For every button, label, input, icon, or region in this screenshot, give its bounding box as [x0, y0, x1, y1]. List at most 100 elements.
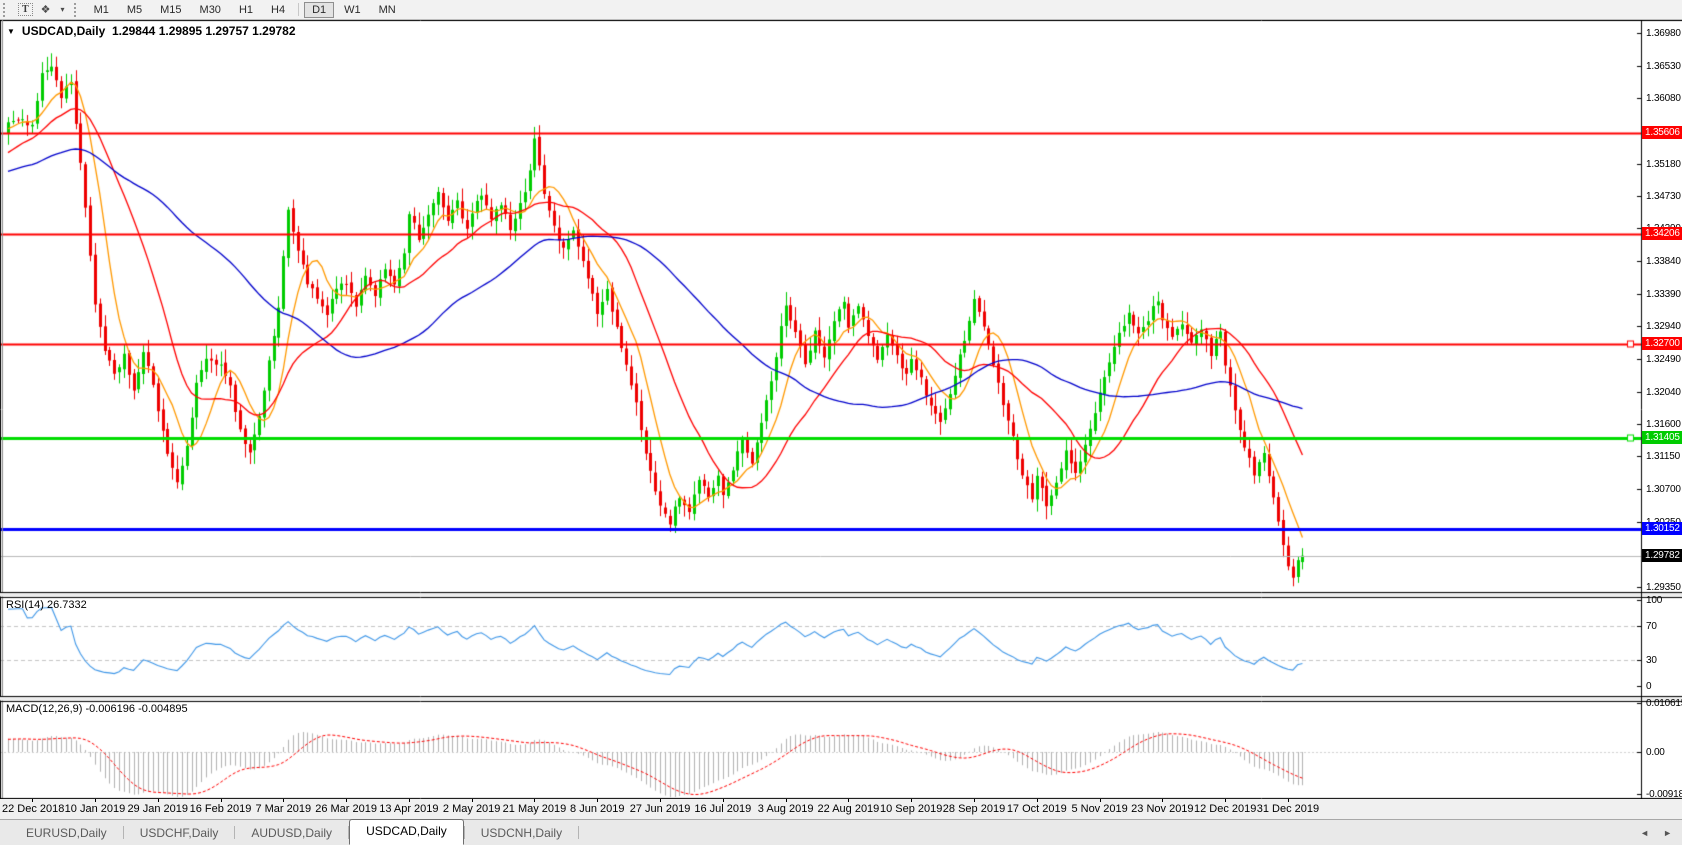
chart-symbol-label: USDCAD,Daily — [21, 24, 106, 38]
date-label: 17 Oct 2019 — [1006, 803, 1067, 815]
current-price-label[interactable]: 1.29782 — [1642, 548, 1682, 562]
price-chart-canvas[interactable] — [0, 20, 1682, 799]
timeframe-button-m30[interactable]: M30 — [192, 2, 229, 18]
date-axis-tick-mark — [1288, 799, 1289, 802]
price-axis-tick-label: 1.35180 — [1646, 158, 1681, 170]
toolbar-grip — [73, 2, 80, 17]
chart-low-value: 1.29757 — [205, 24, 249, 38]
date-label: 16 Jul 2019 — [694, 803, 752, 815]
timeframe-button-group: M1 M5 M15 M30 H1 H4 D1 W1 MN — [85, 1, 405, 18]
date-axis-tick-mark — [974, 799, 975, 802]
chart-quick-nav-icon[interactable]: ▼ — [7, 26, 15, 36]
date-axis-tick-mark — [660, 799, 661, 802]
chart-tab-bar: EURUSD,Daily USDCHF,Daily AUDUSD,Daily USDC… — [0, 819, 1682, 845]
rsi-axis-label: 30 — [1646, 655, 1657, 667]
timeframe-button-mn[interactable]: MN — [371, 2, 404, 18]
toolbar-separator — [298, 3, 300, 16]
date-label: 12 Dec 2019 — [1193, 803, 1257, 815]
timeframe-button-m15[interactable]: M15 — [152, 2, 189, 18]
styles-icon: ❖ — [40, 4, 51, 16]
chart-tab-usdcad[interactable]: USDCAD,Daily — [349, 819, 464, 845]
date-label: 8 Jun 2019 — [570, 803, 625, 815]
rsi-axis-label: 70 — [1646, 620, 1657, 632]
hline-price-label[interactable]: 1.30152 — [1642, 521, 1682, 535]
date-axis-tick-mark — [472, 799, 473, 802]
date-label: 21 May 2019 — [502, 803, 567, 815]
date-axis-tick-mark — [848, 799, 849, 802]
top-toolbar: T ❖ ▾ M1 M5 M15 M30 H1 H4 D1 W1 MN — [0, 0, 1682, 20]
tab-separator — [578, 826, 580, 839]
date-label: 27 Jun 2019 — [629, 803, 691, 815]
price-axis-tick-label: 1.32490 — [1646, 354, 1681, 366]
date-label: 2 May 2019 — [442, 803, 501, 815]
date-axis-tick-mark — [723, 799, 724, 802]
date-label: 10 Jan 2019 — [64, 803, 126, 815]
chart-tab-eurusd[interactable]: EURUSD,Daily — [26, 826, 107, 840]
date-label: 22 Aug 2019 — [817, 803, 880, 815]
timeframe-button-h4[interactable]: H4 — [263, 2, 293, 18]
rsi-indicator-label: RSI(14) 26.7332 — [6, 599, 87, 611]
toolbar-grip — [3, 2, 9, 17]
chart-close-value: 1.29782 — [252, 24, 296, 38]
macd-axis-label: -0.009183 — [1646, 789, 1682, 801]
price-axis-tick-label: 1.32040 — [1646, 386, 1681, 398]
date-label: 10 Sep 2019 — [880, 803, 943, 815]
chart-title: ▼ USDCAD,Daily 1.29844 1.29895 1.29757 1.… — [7, 24, 296, 38]
chart-open-value: 1.29844 — [111, 24, 156, 38]
timeframe-button-m5[interactable]: M5 — [119, 2, 150, 18]
chart-high-value: 1.29895 — [158, 24, 203, 38]
date-axis-tick-mark — [283, 799, 284, 802]
price-axis-tick-label: 1.32940 — [1646, 321, 1681, 333]
date-label: 26 Mar 2019 — [315, 803, 377, 815]
date-axis-tick-mark — [95, 799, 96, 802]
price-axis-tick-label: 1.36080 — [1646, 93, 1681, 105]
chart-tab-audusd[interactable]: AUDUSD,Daily — [251, 826, 333, 840]
price-axis-tick-label: 1.34730 — [1646, 191, 1681, 203]
macd-axis-label: 0.010615 — [1646, 698, 1682, 709]
timeframe-button-d1[interactable]: D1 — [304, 1, 335, 18]
timeframe-button-h1[interactable]: H1 — [231, 2, 261, 18]
date-label: 31 Dec 2019 — [1256, 803, 1320, 815]
tab-separator — [463, 826, 465, 839]
macd-indicator-label: MACD(12,26,9) -0.006196 -0.004895 — [6, 703, 188, 715]
text-tool-icon: T — [18, 3, 33, 16]
chart-tab-usdcnh[interactable]: USDCNH,Daily — [480, 826, 563, 840]
date-axis-tick-mark — [158, 799, 159, 802]
date-axis-tick-mark — [1162, 799, 1163, 802]
styles-dropdown-button[interactable]: ▾ — [55, 1, 71, 18]
date-label: 5 Nov 2019 — [1071, 803, 1128, 815]
price-axis-tick-label: 1.36980 — [1646, 28, 1681, 39]
date-axis-tick-mark — [1037, 799, 1038, 802]
timeframe-button-w1[interactable]: W1 — [336, 2, 369, 18]
chart-tab-usdchf[interactable]: USDCHF,Daily — [139, 826, 219, 840]
date-label: 3 Aug 2019 — [757, 803, 814, 815]
date-axis-tick-mark — [32, 799, 33, 802]
text-tool-button[interactable]: T — [14, 1, 37, 18]
tab-scroll-left-icon[interactable]: ◄ — [1640, 828, 1650, 838]
macd-axis-label: 0.00 — [1646, 747, 1665, 758]
timeframe-button-m1[interactable]: M1 — [86, 2, 117, 18]
price-axis-tick-label: 1.33390 — [1646, 288, 1681, 300]
hline-price-label[interactable]: 1.31405 — [1642, 430, 1682, 444]
styles-tool-button[interactable]: ❖ — [37, 1, 55, 18]
date-axis-tick-mark — [1100, 799, 1101, 802]
hline-price-label[interactable]: 1.35606 — [1642, 125, 1682, 139]
date-axis-tick-mark — [221, 799, 222, 802]
tab-separator — [234, 826, 236, 839]
price-axis-tick-label: 1.29350 — [1646, 582, 1681, 593]
date-axis-tick-mark — [911, 799, 912, 802]
tab-scroll-right-icon[interactable]: ► — [1663, 828, 1672, 838]
date-label: 13 Apr 2019 — [379, 803, 439, 815]
price-axis-tick-label: 1.33840 — [1646, 255, 1681, 267]
price-axis-tick-label: 1.30700 — [1646, 483, 1681, 495]
date-axis-tick-mark — [534, 799, 535, 802]
date-label: 7 Mar 2019 — [255, 803, 312, 815]
chevron-down-icon: ▾ — [60, 5, 65, 14]
hline-price-label[interactable]: 1.34206 — [1642, 227, 1682, 241]
date-label: 28 Sep 2019 — [942, 803, 1006, 815]
tab-separator — [348, 826, 350, 839]
date-axis-tick-mark — [597, 799, 598, 802]
hline-price-label[interactable]: 1.32700 — [1642, 336, 1682, 350]
date-axis-tick-mark — [1225, 799, 1226, 802]
date-axis-tick-mark — [409, 799, 410, 802]
